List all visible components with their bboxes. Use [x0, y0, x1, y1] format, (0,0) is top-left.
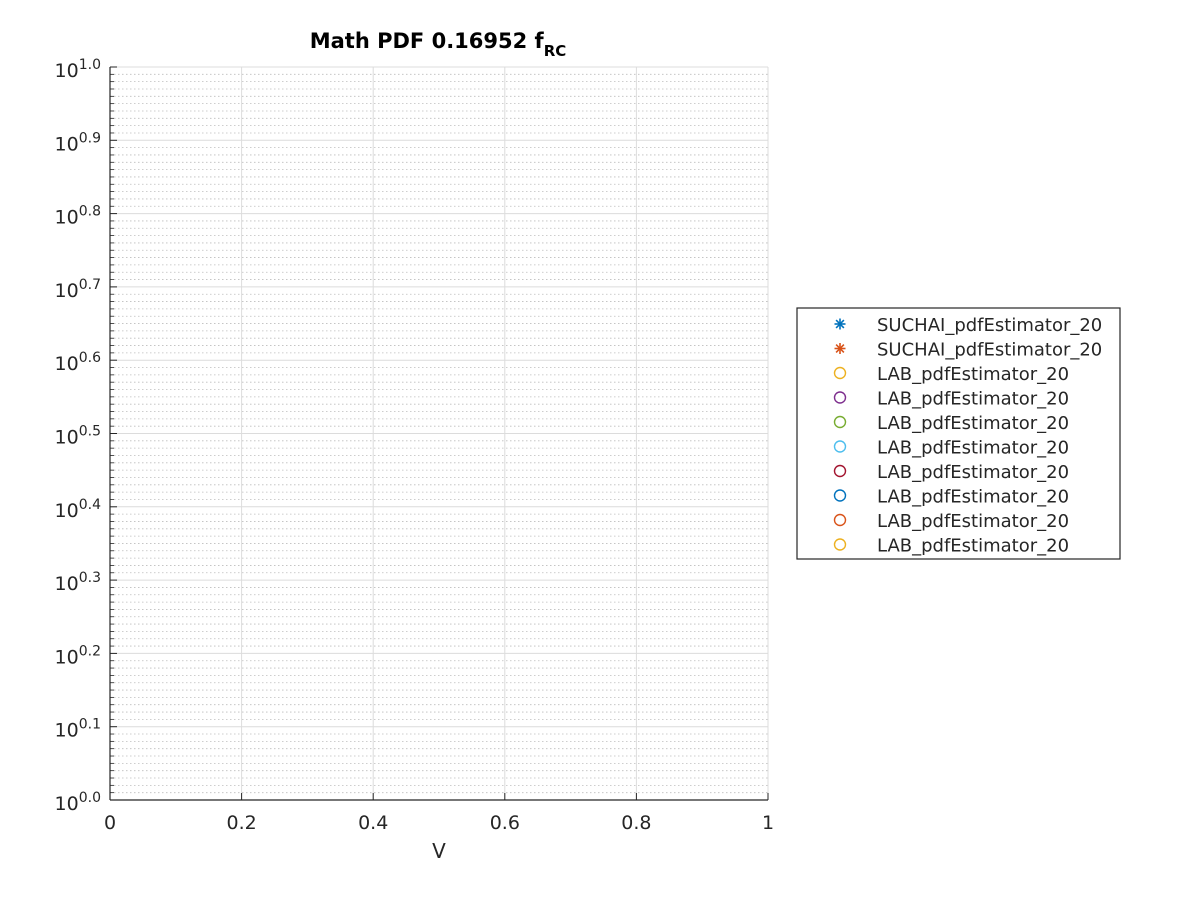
asterisk-stroke: [835, 319, 845, 329]
legend-label: SUCHAI_pdfEstimator_20: [877, 340, 1102, 361]
legend-label: LAB_pdfEstimator_20: [877, 364, 1069, 385]
y-tick-label-base: 10: [55, 207, 79, 229]
y-tick-label-base: 10: [55, 60, 79, 82]
legend-label: LAB_pdfEstimator_20: [877, 413, 1069, 434]
y-tick-label-base: 10: [55, 573, 79, 595]
legend-entry: LAB_pdfEstimator_20: [833, 462, 1069, 483]
legend-asterisk-marker: [834, 318, 846, 330]
legend-circle-marker: [833, 440, 847, 453]
plot-area: 0 0.2 0.4 0.6 0.8 1 100.0100.1100.2100.3100.4…: [55, 57, 775, 834]
chart-title-main: Math PDF 0.16952 f: [310, 29, 545, 53]
legend-entry: SUCHAI_pdfEstimator_20: [834, 315, 1102, 336]
legend-circle-marker: [833, 391, 847, 404]
circle-marker: [833, 489, 847, 502]
legend-box: [796, 307, 1121, 560]
y-tick-label: 100.9: [55, 130, 101, 155]
y-tick-label-exponent: 0.9: [79, 130, 101, 146]
legend-entry: LAB_pdfEstimator_20: [833, 413, 1069, 434]
y-tick-label-exponent: 0.1: [79, 717, 101, 733]
y-tick-label-exponent: 0.2: [79, 643, 101, 659]
y-tick-label-base: 10: [55, 720, 79, 742]
y-tick-label-exponent: 0.0: [79, 790, 101, 806]
legend-entry: LAB_pdfEstimator_20: [833, 487, 1069, 508]
legend-circle-marker: [833, 464, 847, 478]
legend-entries: SUCHAI_pdfEstimator_20 SUCHAI_pdfEstimato…: [833, 315, 1102, 557]
x-tick-label: 0.8: [621, 812, 651, 834]
y-tick-label-exponent: 1.0: [79, 57, 101, 73]
y-tick-label: 100.4: [55, 497, 102, 522]
y-tick-label-base: 10: [55, 646, 79, 668]
legend-entry: SUCHAI_pdfEstimator_20: [834, 340, 1102, 361]
y-tick-label: 101.0: [55, 57, 101, 82]
legend-label: LAB_pdfEstimator_20: [877, 389, 1069, 410]
legend-label: SUCHAI_pdfEstimator_20: [877, 315, 1102, 336]
y-tick-label: 100.6: [55, 350, 102, 375]
circle-marker: [833, 513, 847, 527]
y-tick-label-base: 10: [55, 427, 79, 449]
circle-marker: [833, 391, 847, 404]
y-tick-label-exponent: 0.7: [79, 277, 101, 293]
circle-marker: [833, 366, 847, 380]
legend-entry: LAB_pdfEstimator_20: [833, 364, 1069, 385]
circle-marker: [833, 440, 847, 453]
legend-entry: LAB_pdfEstimator_20: [833, 389, 1069, 410]
circle-marker: [833, 538, 847, 551]
legend-label: LAB_pdfEstimator_20: [877, 462, 1069, 483]
y-tick-label-exponent: 0.5: [79, 424, 101, 440]
asterisk-stroke: [835, 344, 845, 353]
x-tick-label: 0: [104, 812, 116, 834]
circle-marker: [833, 415, 847, 429]
legend-label: LAB_pdfEstimator_20: [877, 536, 1069, 557]
x-tick-label: 0.2: [226, 812, 256, 834]
legend-entry: LAB_pdfEstimator_20: [833, 438, 1069, 459]
legend-circle-marker: [833, 538, 847, 551]
y-tick-label: 100.0: [55, 790, 101, 815]
chart-title-subscript: RC: [544, 42, 567, 60]
legend-circle-marker: [833, 415, 847, 429]
legend-label: LAB_pdfEstimator_20: [877, 487, 1069, 508]
y-tick-label: 100.3: [55, 570, 101, 595]
x-tick-label: 1: [762, 812, 774, 834]
legend-label: LAB_pdfEstimator_20: [877, 438, 1069, 459]
y-tick-label: 100.8: [55, 204, 101, 229]
y-tick-label-exponent: 0.8: [79, 204, 101, 220]
legend-entry: LAB_pdfEstimator_20: [833, 536, 1069, 557]
x-axis-label: V: [432, 839, 446, 863]
y-axis-ticks: 100.0100.1100.2100.3100.4100.5100.6100.7…: [55, 57, 117, 815]
y-tick-label-exponent: 0.4: [79, 497, 101, 513]
legend-asterisk-marker: [834, 343, 846, 354]
y-tick-label: 100.7: [55, 277, 101, 302]
legend-label: LAB_pdfEstimator_20: [877, 511, 1069, 532]
legend-circle-marker: [833, 366, 847, 380]
minor-grid: [110, 73, 768, 794]
legend-circle-marker: [833, 513, 847, 527]
legend-entry: LAB_pdfEstimator_20: [833, 511, 1069, 532]
legend: SUCHAI_pdfEstimator_20 SUCHAI_pdfEstimato…: [796, 307, 1121, 560]
chart-title: Math PDF 0.16952 fRC: [310, 29, 567, 60]
y-tick-label-base: 10: [55, 500, 79, 522]
x-tick-label: 0.4: [358, 812, 388, 834]
legend-circle-marker: [833, 489, 847, 502]
circle-marker: [833, 464, 847, 478]
y-tick-label-base: 10: [55, 793, 79, 815]
y-tick-label-base: 10: [55, 353, 79, 375]
y-tick-label: 100.5: [55, 424, 101, 449]
y-tick-label-exponent: 0.6: [79, 350, 101, 366]
y-tick-label-exponent: 0.3: [79, 570, 101, 586]
y-tick-label-base: 10: [55, 280, 79, 302]
x-tick-label: 0.6: [490, 812, 520, 834]
y-tick-label: 100.1: [55, 717, 101, 742]
y-tick-label-base: 10: [55, 133, 79, 155]
y-tick-label: 100.2: [55, 643, 101, 668]
x-axis-ticks: 0 0.2 0.4 0.6 0.8 1: [104, 793, 774, 834]
